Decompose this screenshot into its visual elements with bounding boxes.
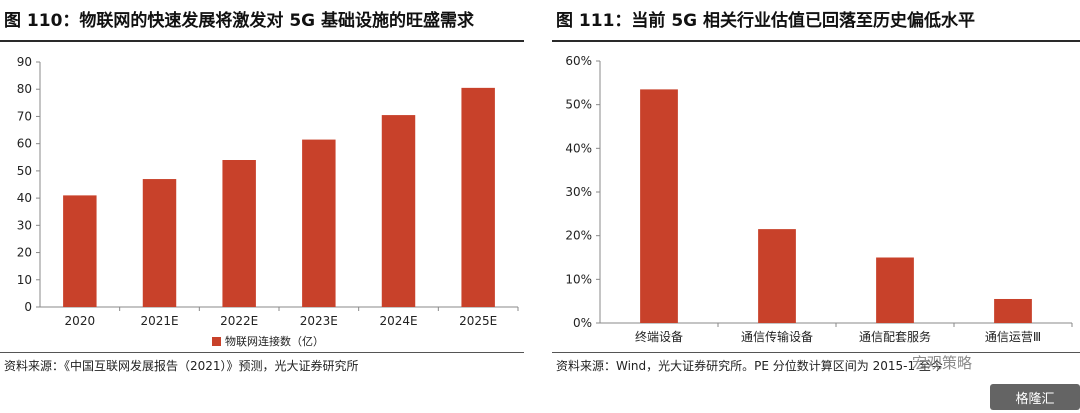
- right-chart-y-tick-label: 20%: [565, 229, 592, 243]
- left-chart-y-tick-label: 80: [17, 82, 32, 96]
- right-chart-x-tick-label: 通信运营Ⅲ: [985, 330, 1041, 344]
- right-chart-bar: [640, 89, 678, 323]
- right-chart-x-tick-label: 通信传输设备: [741, 329, 813, 344]
- watermark-text: 宏观策略: [912, 354, 973, 372]
- chart-title-right: 图 111：当前 5G 相关行业估值已回落至历史偏低水平: [556, 11, 976, 31]
- left-chart-y-tick-label: 20: [17, 246, 32, 260]
- right-chart-bar: [876, 257, 914, 323]
- left-chart-y-tick-label: 70: [17, 109, 32, 123]
- right-chart-y-tick-label: 0%: [573, 316, 592, 330]
- source-rule-left: [0, 352, 524, 353]
- right-chart-y-tick-label: 30%: [565, 185, 592, 199]
- title-rule-right: [552, 40, 1080, 42]
- gelonghui-logo: 格隆汇: [990, 384, 1080, 410]
- left-chart-legend-swatch: [212, 337, 221, 346]
- left-chart-y-tick-label: 50: [17, 164, 32, 178]
- left-chart-x-tick-label: 2022E: [220, 314, 258, 328]
- right-chart-y-tick-label: 10%: [565, 272, 592, 286]
- valuation-percentile-chart: 0% 10% 20% 30% 40% 50% 60% 终端设备 通信传输设备 通信配套服务 通信运营…: [565, 54, 1073, 344]
- left-chart-y-tick-label: 10: [17, 273, 32, 287]
- right-chart-bar: [758, 229, 796, 323]
- right-panel: 图 111：当前 5G 相关行业估值已回落至历史偏低水平 0% 10% 20% 30%…: [552, 0, 1080, 413]
- right-chart-x-tick-label: 通信配套服务: [859, 329, 931, 344]
- left-chart-x-tick-label: 2023E: [300, 314, 338, 328]
- left-chart-legend-label: 物联网连接数（亿）: [225, 334, 324, 348]
- right-chart-y-tick-label: 50%: [565, 98, 592, 112]
- left-chart-x-tick-label: 2024E: [379, 314, 417, 328]
- source-rule-right: [552, 352, 1080, 353]
- chart-title-left: 图 110：物联网的快速发展将激发对 5G 基础设施的旺盛需求: [4, 11, 475, 31]
- source-note-right: 资料来源：Wind，光大证券研究所。PE 分位数计算区间为 2015-1 至今: [556, 359, 943, 373]
- left-chart-y-tick-label: 90: [17, 55, 32, 69]
- left-chart-x-tick-label: 2020: [65, 314, 96, 328]
- left-chart-y-tick-label: 40: [17, 191, 32, 205]
- right-chart-y-tick-label: 60%: [565, 54, 592, 68]
- left-chart-bar: [302, 139, 336, 307]
- right-chart-y-tick-label: 40%: [565, 141, 592, 155]
- left-chart-y-tick-label: 60: [17, 137, 32, 151]
- title-rule-left: [0, 40, 524, 42]
- right-chart-bar: [994, 298, 1032, 323]
- left-panel: 图 110：物联网的快速发展将激发对 5G 基础设施的旺盛需求 0 10 20 30 4…: [0, 0, 524, 413]
- iot-connections-chart: 0 10 20 30 40 50 60 70 80 90 2020 2021E 2022E 2023E 20…: [17, 55, 519, 348]
- left-chart-bar: [63, 195, 97, 307]
- left-chart-y-tick-label: 0: [24, 300, 32, 314]
- left-chart-bar: [461, 87, 495, 307]
- left-chart-bar: [222, 160, 256, 307]
- source-note-left: 资料来源：《中国互联网发展报告（2021）》预测，光大证券研究所: [4, 359, 359, 373]
- left-chart-bar: [142, 179, 177, 307]
- right-chart-x-tick-label: 终端设备: [635, 329, 683, 344]
- left-chart-x-tick-label: 2021E: [140, 314, 178, 328]
- left-chart-y-tick-label: 30: [17, 218, 32, 232]
- left-chart-x-tick-label: 2025E: [459, 314, 497, 328]
- left-chart-bar: [381, 115, 416, 307]
